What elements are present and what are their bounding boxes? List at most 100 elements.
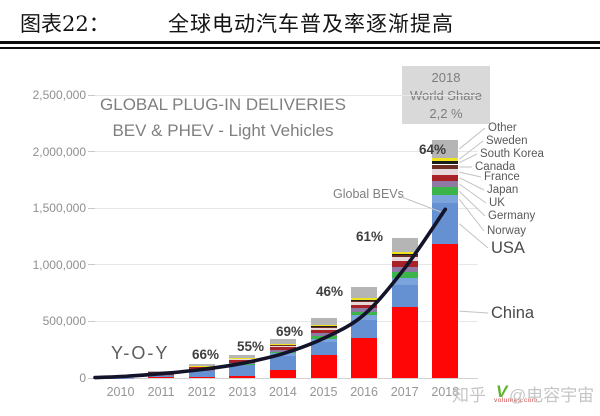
legend-label-germany: Germany [488,210,536,222]
y-axis-tick-label: 500,000 [42,314,86,329]
bar-segment-china-2015 [310,354,337,378]
bar-segment-south-korea-2016 [351,299,378,301]
yoy-percent-2014: 55% [237,339,265,354]
bar-segment-other-2010 [107,376,134,378]
gridline [95,151,478,153]
x-axis-tick-label: 2013 [228,385,257,399]
bar-segment-france-2014 [269,345,296,347]
bar-segment-germany-2018 [432,187,459,196]
x-axis-tick-label: 2014 [268,385,297,399]
bar-segment-other-2011 [148,371,175,373]
world-share-year: 2018 [431,70,461,85]
bar-segment-usa-2012 [188,370,215,377]
bar-segment-other-2013 [229,355,256,358]
page-title: 全球电动汽车普及率逐渐提高 [168,12,454,36]
yoy-percent-2017: 61% [356,229,384,244]
bar-segment-canada-2018 [432,164,459,170]
ev-volumes-logo-v-icon: V [496,382,508,401]
bar-segment-sweden-2012 [188,365,215,367]
chart-title-line1: GLOBAL PLUG-IN DELIVERIES [100,95,346,114]
bar-segment-sweden-2017 [391,251,418,254]
bar-segment-canada-2016 [351,300,378,302]
yoy-percent-2018: 64% [419,142,447,157]
bar-segment-germany-2016 [351,312,378,315]
y-axis-tick [88,320,95,322]
leader-line [458,198,485,232]
x-axis-tick-label: 2015 [309,385,338,399]
gridline [95,264,478,266]
bar-segment-sweden-2013 [229,357,256,359]
bar-segment-canada-2017 [391,255,418,258]
bar-segment-france-2016 [351,301,378,306]
chart-title: GLOBAL PLUG-IN DELIVERIES BEV & PHEV - L… [98,92,348,144]
legend-label-china: China [491,304,535,322]
legend-label-uk: UK [489,197,505,209]
yoy-percent-2013: 66% [192,347,220,362]
bar-segment-norway-2013 [229,364,256,366]
gridline [95,207,478,209]
legend-label-france: France [484,171,520,183]
x-axis-tick-label: 2010 [106,385,135,399]
bar-segment-sweden-2018 [432,157,459,161]
legend-label-norway: Norway [487,225,526,237]
legend-label-south-korea: South Korea [480,148,544,160]
bar-segment-usa-2018 [432,203,459,245]
bar-segment-japan-2015 [310,330,337,333]
leader-line [459,183,487,204]
y-axis-tick-label: 1,000,000 [32,257,86,272]
bar-segment-china-2017 [391,306,418,378]
bar-segment-china-2014 [269,369,296,378]
figure-number-label: 图表22： [20,12,110,36]
y-axis-tick-label: 2,000,000 [32,144,86,159]
header-rule-thin [0,47,600,49]
y-axis-tick-label: 1,500,000 [32,201,86,216]
global-bevs-line-label: Global BEVs [333,187,404,201]
bar-segment-norway-2016 [351,314,378,321]
bar-segment-china-2013 [229,376,256,378]
watermark-site: 知乎 [452,386,486,405]
bar-segment-uk-2011 [148,374,175,376]
leader-line [458,127,486,150]
bar-segment-other-2016 [351,287,378,299]
bar-segment-sweden-2014 [269,343,296,345]
bar-segment-japan-2013 [229,359,256,364]
x-axis-tick-label: 2012 [187,385,216,399]
bar-segment-south-korea-2015 [310,326,337,327]
y-axis-tick-label: 0 [79,371,86,385]
leader-line [458,190,486,217]
bar-segment-uk-2016 [351,307,378,313]
bar-segment-norway-2015 [310,338,337,342]
bar-segment-canada-2011 [148,372,175,373]
legend-label-usa: USA [491,239,525,257]
bar-segment-south-korea-2018 [432,160,459,165]
bar-segment-uk-2013 [229,363,256,364]
bar-segment-other-2012 [188,363,215,366]
chart-title-line2: BEV & PHEV - Light Vehicles [112,121,334,140]
bar-segment-china-2011 [148,377,175,378]
x-axis-tick-label: 2011 [147,385,175,399]
bar-segment-china-2018 [432,244,459,378]
bar-segment-other-2015 [310,318,337,326]
bar-segment-france-2010 [107,377,134,378]
bar-segment-uk-2018 [432,180,459,188]
y-axis-tick [88,151,95,153]
bar-segment-france-2017 [391,257,418,262]
bar-segment-norway-2014 [269,353,296,356]
y-axis-tick-label: 2,500,000 [32,88,86,102]
x-axis-tick-label: 2017 [390,385,419,399]
bar-segment-france-2015 [310,327,337,330]
bar-segment-france-2018 [432,169,459,175]
watermark-account: @电容宇宙 [509,386,595,405]
bar-segment-norway-2017 [391,278,418,286]
world-share-text: World Share [409,88,482,103]
bar-segment-usa-2016 [351,320,378,339]
bar-segment-other-2014 [269,338,296,344]
yoy-axis-label: Y-O-Y [111,343,170,363]
bar-segment-uk-2014 [269,350,296,352]
y-axis-tick [88,264,95,266]
y-axis-tick [88,94,95,96]
gridline [95,94,478,96]
legend-label-canada: Canada [475,161,516,173]
bar-segment-germany-2014 [269,351,296,354]
